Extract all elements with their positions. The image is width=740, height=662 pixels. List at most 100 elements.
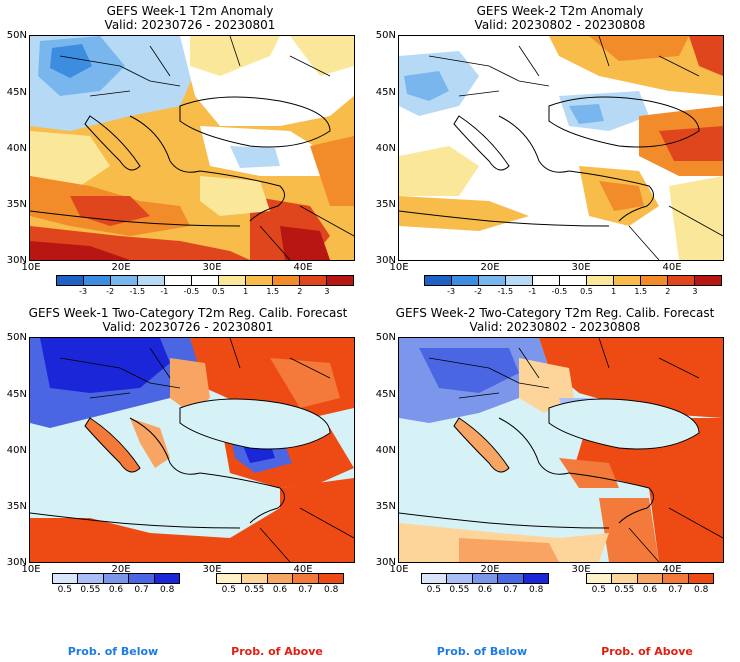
p4-lon-40: 40E [662, 564, 682, 575]
p3-above-tick: 0.8 [324, 585, 339, 595]
p2-lat-30: 30N [375, 255, 396, 266]
p1-lat-50: 50N [6, 30, 27, 41]
panel2-title: GEFS Week-2 T2m Anomaly Valid: 20230802 … [390, 4, 730, 32]
p1-cbar-seg [273, 276, 300, 285]
p1-cbar-seg [84, 276, 111, 285]
p1-cbar-seg [300, 276, 327, 285]
p1-colorbar-tick: -0.5 [183, 287, 200, 296]
p3-below-tick: 0.5 [57, 585, 72, 595]
p4-lat-30: 30N [375, 557, 396, 568]
p1-lon-30: 30E [202, 262, 222, 273]
p4-above-seg [612, 574, 638, 583]
p2-anomaly-colorbar [424, 275, 722, 286]
p3-below-tick: 0.7 [134, 585, 149, 595]
panel2-title-text: GEFS Week-2 T2m Anomaly [476, 4, 644, 18]
p3-prob-above-label: Prob. of Above [231, 645, 323, 658]
p3-below-tick: 0.55 [80, 585, 101, 595]
p1-lat-45: 45N [6, 87, 27, 98]
p4-prob-below-label: Prob. of Below [436, 645, 528, 658]
p2-cbar-seg [668, 276, 695, 285]
p3-below-tick: 0.8 [160, 585, 175, 595]
p1-colorbar-tick: 2 [297, 287, 303, 296]
panel3-title-text: GEFS Week-1 Two-Category T2m Reg. Calib.… [28, 306, 348, 320]
p4-above-seg [663, 574, 689, 583]
p4-below-seg [523, 574, 549, 583]
p2-cbar-seg [641, 276, 668, 285]
p3-lat-30: 30N [6, 557, 27, 568]
p1-lat-35: 35N [6, 199, 27, 210]
p3-lat-45: 45N [6, 389, 27, 400]
p1-lon-10: 10E [21, 262, 41, 273]
p4-below-seg [498, 574, 524, 583]
panel3-map [29, 337, 355, 563]
p2-colorbar-tick: -2 [474, 287, 483, 296]
p1-colorbar-tick: -1 [160, 287, 169, 296]
p4-lon-30: 30E [571, 564, 591, 575]
p4-above-seg [688, 574, 714, 583]
p2-cbar-seg [533, 276, 560, 285]
p2-colorbar-tick: 1.5 [634, 287, 648, 296]
p2-colorbar-tick: -3 [447, 287, 456, 296]
panel1-title-text: GEFS Week-1 T2m Anomaly [106, 4, 274, 18]
p4-below-colorbar [421, 573, 549, 584]
p3-lat-50: 50N [6, 332, 27, 343]
p2-lat-35: 35N [375, 199, 396, 210]
panel4-map [398, 337, 724, 563]
p2-cbar-seg [614, 276, 641, 285]
p4-above-tick: 0.55 [614, 585, 635, 595]
p2-colorbar-tick: 3 [692, 287, 698, 296]
p4-lat-35: 35N [375, 501, 396, 512]
p2-cbar-seg [560, 276, 587, 285]
p2-cbar-seg [506, 276, 533, 285]
p1-cbar-seg [165, 276, 192, 285]
panel1-title: GEFS Week-1 T2m Anomaly Valid: 20230726 … [20, 4, 360, 32]
p1-cbar-seg [219, 276, 246, 285]
p4-above-seg [587, 574, 613, 583]
p3-below-tick: 0.6 [108, 585, 124, 595]
p4-above-tick: 0.8 [694, 585, 709, 595]
p1-colorbar-tick: 1.5 [266, 287, 280, 296]
p3-below-seg [154, 574, 180, 583]
p2-cbar-seg [452, 276, 479, 285]
p3-above-seg [293, 574, 319, 583]
p4-above-tick: 0.7 [668, 585, 683, 595]
p4-above-tick: 0.6 [642, 585, 658, 595]
p2-cbar-seg [479, 276, 506, 285]
p4-below-tick: 0.5 [426, 585, 441, 595]
p2-colorbar-tick: 1 [611, 287, 617, 296]
p1-colorbar-tick: 1 [243, 287, 249, 296]
panel1-map [29, 35, 355, 261]
p4-above-tick: 0.5 [591, 585, 606, 595]
p4-below-seg [447, 574, 473, 583]
p2-colorbar-tick: -1.5 [497, 287, 514, 296]
p1-cbar-seg [138, 276, 165, 285]
p4-below-tick: 0.8 [529, 585, 544, 595]
p2-lat-50: 50N [375, 30, 396, 41]
panel2-map [398, 35, 724, 261]
p1-colorbar-tick: -1.5 [129, 287, 146, 296]
panel4-title-text: GEFS Week-2 Two-Category T2m Reg. Calib.… [395, 306, 715, 320]
panel1-anomaly-field [30, 36, 354, 260]
p3-below-colorbar [52, 573, 180, 584]
p2-colorbar-tick: -1 [528, 287, 537, 296]
p1-cbar-seg [111, 276, 138, 285]
p2-lat-40: 40N [375, 143, 396, 154]
p1-lat-40: 40N [6, 143, 27, 154]
p2-cbar-seg [425, 276, 452, 285]
p1-lon-20: 20E [111, 262, 131, 273]
p1-cbar-seg [57, 276, 84, 285]
p4-below-tick: 0.6 [477, 585, 493, 595]
p3-above-colorbar [216, 573, 344, 584]
p1-colorbar-tick: -3 [79, 287, 88, 296]
p1-colorbar-tick: -2 [106, 287, 115, 296]
p4-below-tick: 0.7 [503, 585, 518, 595]
p4-lat-40: 40N [375, 445, 396, 456]
p4-lat-50: 50N [375, 332, 396, 343]
p3-below-seg [53, 574, 79, 583]
panel2-valid-text: Valid: 20230802 - 20230808 [474, 18, 646, 32]
p2-colorbar-tick: -0.5 [551, 287, 568, 296]
p2-cbar-seg [695, 276, 721, 285]
p4-lon-20: 20E [480, 564, 500, 575]
p1-anomaly-colorbar [56, 275, 354, 286]
p4-lat-45: 45N [375, 389, 396, 400]
